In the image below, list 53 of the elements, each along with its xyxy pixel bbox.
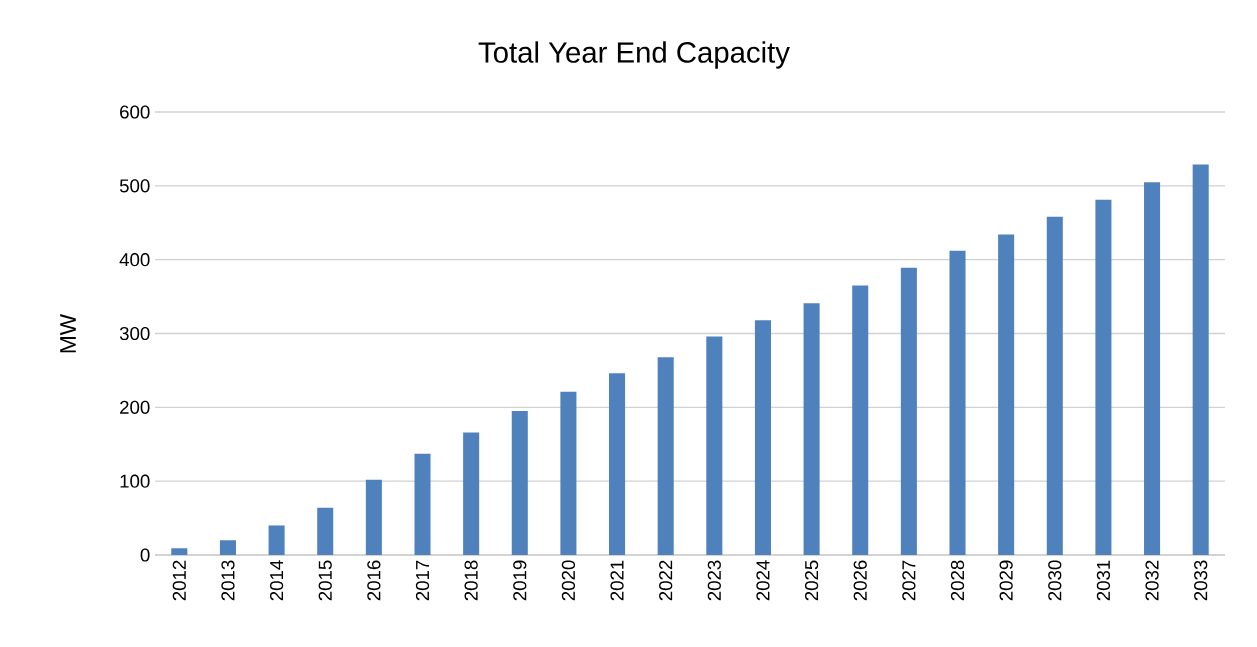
x-tick-label: 2027 xyxy=(902,560,916,601)
x-tick-label: 2020 xyxy=(561,560,576,601)
y-axis-title: MW xyxy=(60,313,76,353)
bar xyxy=(1095,199,1112,555)
x-tick-label: 2031 xyxy=(1096,560,1111,601)
x-tick-label: 2023 xyxy=(707,560,721,601)
y-tick-label: 200 xyxy=(120,400,150,414)
x-tick-label: 2030 xyxy=(1048,560,1062,601)
bar xyxy=(365,479,382,555)
x-tick-label: 2018 xyxy=(464,560,478,601)
bar xyxy=(852,285,869,555)
bar xyxy=(317,507,334,555)
bar xyxy=(657,357,674,555)
x-tick-label: 2029 xyxy=(999,560,1013,601)
bar xyxy=(414,453,431,555)
bar xyxy=(949,250,966,555)
x-tick-label: 2022 xyxy=(659,560,673,601)
bar xyxy=(754,320,771,555)
bar xyxy=(511,411,528,555)
y-tick-label: 500 xyxy=(119,179,150,193)
x-tick-label: 2032 xyxy=(1145,560,1159,601)
y-tick-label: 0 xyxy=(140,548,150,562)
bar xyxy=(1192,164,1209,555)
y-tick-label: 100 xyxy=(120,474,150,488)
bar xyxy=(219,540,236,555)
bar xyxy=(803,303,820,555)
x-tick-label: 2021 xyxy=(610,560,624,601)
chart-title: Total Year End Capacity xyxy=(478,41,790,69)
x-tick-label: 2014 xyxy=(269,560,284,601)
y-tick-label: 300 xyxy=(119,326,150,341)
x-tick-label: 2025 xyxy=(804,560,819,601)
bar xyxy=(609,373,626,555)
bar xyxy=(706,336,723,555)
x-tick-label: 2033 xyxy=(1194,560,1208,601)
bar xyxy=(268,525,285,555)
x-tick-label: 2019 xyxy=(513,560,527,601)
bar xyxy=(1046,216,1063,555)
bar xyxy=(900,267,917,555)
x-tick-label: 2016 xyxy=(367,560,381,601)
bar xyxy=(998,234,1015,555)
bar xyxy=(171,548,188,555)
bar xyxy=(1144,182,1161,555)
y-tick-label: 400 xyxy=(119,253,150,267)
x-tick-label: 2012 xyxy=(172,560,186,601)
x-tick-label: 2015 xyxy=(318,560,332,601)
x-tick-label: 2017 xyxy=(415,560,430,601)
bar xyxy=(463,432,480,555)
x-tick-label: 2028 xyxy=(950,560,965,601)
x-tick-label: 2024 xyxy=(756,560,770,601)
bar xyxy=(560,391,577,555)
x-tick-label: 2026 xyxy=(853,560,867,601)
y-tick-label: 600 xyxy=(120,105,150,119)
x-tick-label: 2013 xyxy=(221,560,235,601)
